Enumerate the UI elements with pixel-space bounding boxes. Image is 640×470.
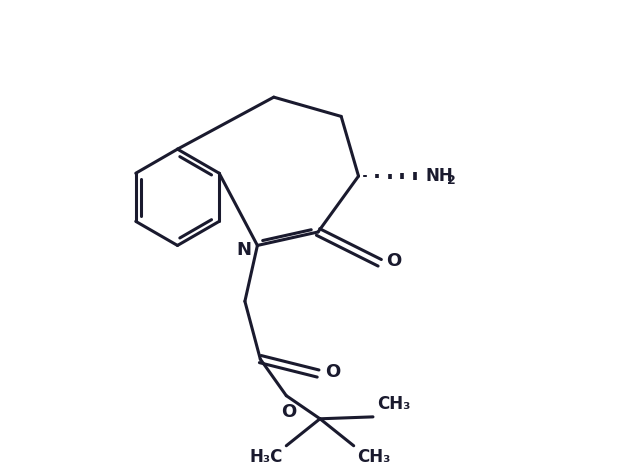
Text: O: O [325,362,340,381]
Text: CH₃: CH₃ [377,395,410,413]
Text: O: O [387,252,402,270]
Text: H₃C: H₃C [249,448,282,466]
Text: CH₃: CH₃ [358,448,391,466]
Text: NH: NH [426,167,454,185]
Text: 2: 2 [447,174,456,188]
Text: O: O [282,403,297,422]
Text: N: N [237,241,252,259]
